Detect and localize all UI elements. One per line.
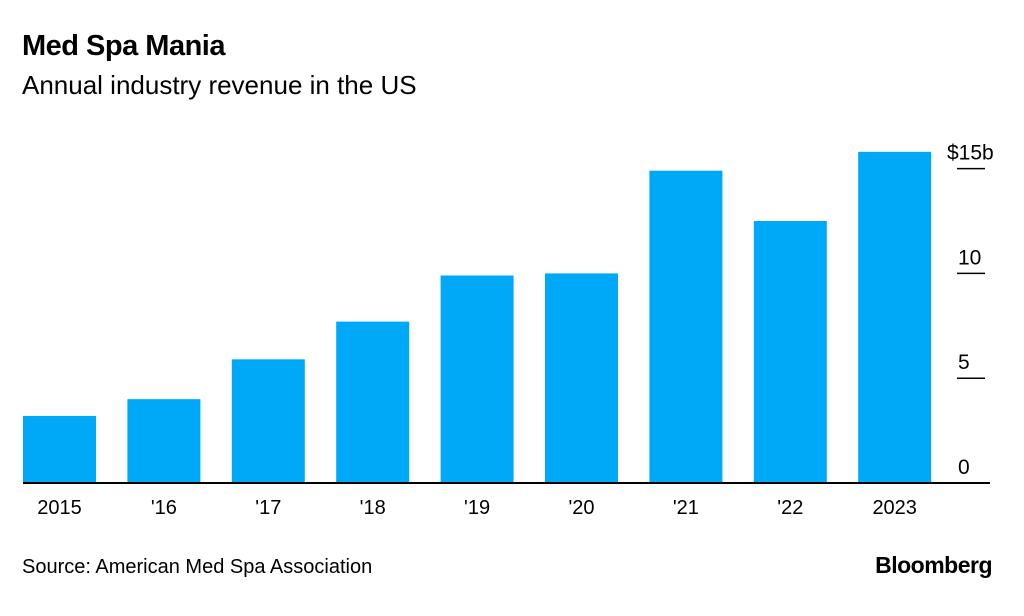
y-tick-label: 0 [958,456,970,479]
bar-chart: 2015 '16 '17 '18 '19 '20 '21 '22 2023 0 5 10 $15b [23,142,994,519]
bar-18 [336,321,410,483]
bar-21 [649,170,723,484]
bar-2023 [858,151,932,483]
bar-17 [231,359,305,483]
x-tick-label: '21 [673,497,699,519]
x-tick-label: '20 [568,497,594,519]
y-tick-label: $15b [947,142,994,165]
bar-22 [753,221,827,483]
y-tick-label: 5 [958,351,970,374]
x-tick-label: '17 [255,497,281,519]
bar-2015 [23,415,96,483]
source-note: Source: American Med Spa Association [22,556,373,578]
bloomberg-logo: Bloomberg [875,552,992,578]
bar-19 [440,275,514,483]
chart-title: Med Spa Mania [22,30,226,62]
x-tick-label: '19 [464,497,490,519]
bar-20 [545,273,618,483]
x-tick-label: '22 [777,497,803,519]
bar-16 [127,399,201,483]
x-tick-label: 2023 [872,497,917,519]
x-tick-label: 2015 [37,497,82,519]
x-tick-label: '18 [360,497,386,519]
x-tick-label: '16 [151,497,177,519]
chart-subtitle: Annual industry revenue in the US [22,70,417,100]
y-tick-label: 10 [958,246,981,269]
